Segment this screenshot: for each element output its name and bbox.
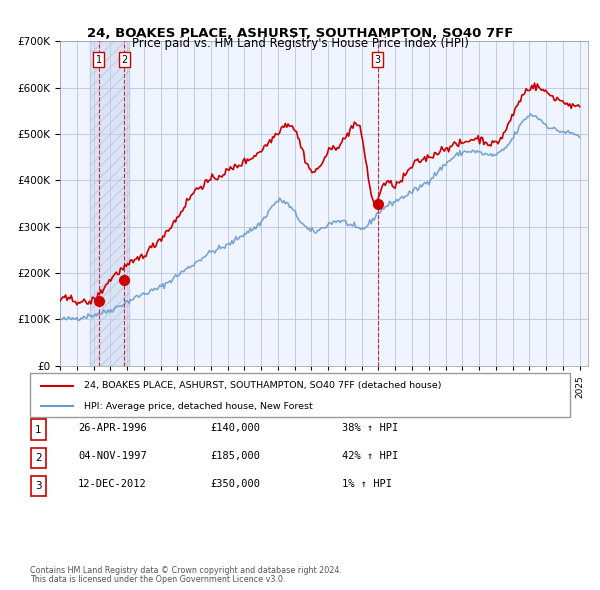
Text: 24, BOAKES PLACE, ASHURST, SOUTHAMPTON, SO40 7FF: 24, BOAKES PLACE, ASHURST, SOUTHAMPTON, … (87, 27, 513, 40)
HPI: Average price, detached house, New Forest: (2e+03, 9.78e+04): Average price, detached house, New Fores… (75, 317, 82, 324)
Text: £185,000: £185,000 (210, 451, 260, 461)
HPI: Average price, detached house, New Forest: (2.01e+03, 3.21e+05): Average price, detached house, New Fores… (260, 214, 268, 221)
Text: 42% ↑ HPI: 42% ↑ HPI (342, 451, 398, 461)
FancyBboxPatch shape (31, 419, 46, 440)
24, BOAKES PLACE, ASHURST, SOUTHAMPTON, SO40 7FF (detached house) (531, 80, 538, 87)
Text: This data is licensed under the Open Government Licence v3.0.: This data is licensed under the Open Gov… (30, 575, 286, 584)
24, BOAKES PLACE, ASHURST, SOUTHAMPTON, SO40 7FF (detached house) (576, 103, 583, 110)
HPI: Average price, detached house, New Forest: (2.01e+03, 3.38e+05): Average price, detached house, New Fores… (266, 206, 274, 213)
HPI: Average price, detached house, New Forest: (2e+03, 1.65e+05): Average price, detached house, New Fores… (148, 286, 155, 293)
24, BOAKES PLACE, ASHURST, SOUTHAMPTON, SO40 7FF (detached house) (510, 112, 517, 119)
Text: 3: 3 (35, 481, 42, 491)
Text: Contains HM Land Registry data © Crown copyright and database right 2024.: Contains HM Land Registry data © Crown c… (30, 566, 342, 575)
HPI: Average price, detached house, New Forest: (2.02e+03, 4.55e+05): Average price, detached house, New Fores… (484, 152, 491, 159)
Text: 3: 3 (374, 55, 381, 65)
Text: 12-DEC-2012: 12-DEC-2012 (78, 480, 147, 489)
Text: 1% ↑ HPI: 1% ↑ HPI (342, 480, 392, 489)
Line: 24, BOAKES PLACE, ASHURST, SOUTHAMPTON, SO40 7FF (detached house): 24, BOAKES PLACE, ASHURST, SOUTHAMPTON, … (60, 83, 580, 305)
24, BOAKES PLACE, ASHURST, SOUTHAMPTON, SO40 7FF (detached house) (437, 148, 444, 155)
24, BOAKES PLACE, ASHURST, SOUTHAMPTON, SO40 7FF (detached house) (484, 142, 491, 149)
24, BOAKES PLACE, ASHURST, SOUTHAMPTON, SO40 7FF (detached house) (56, 297, 64, 304)
FancyBboxPatch shape (31, 476, 46, 496)
FancyBboxPatch shape (31, 448, 46, 468)
Text: Price paid vs. HM Land Registry's House Price Index (HPI): Price paid vs. HM Land Registry's House … (131, 37, 469, 50)
24, BOAKES PLACE, ASHURST, SOUTHAMPTON, SO40 7FF (detached house) (266, 136, 274, 143)
Text: 2: 2 (121, 55, 127, 65)
HPI: Average price, detached house, New Forest: (2.02e+03, 4.93e+05): Average price, detached house, New Fores… (576, 134, 583, 141)
Text: £140,000: £140,000 (210, 423, 260, 432)
Text: 2: 2 (35, 453, 42, 463)
HPI: Average price, detached house, New Forest: (2.02e+03, 4.91e+05): Average price, detached house, New Fores… (510, 135, 517, 142)
24, BOAKES PLACE, ASHURST, SOUTHAMPTON, SO40 7FF (detached house) (148, 244, 155, 251)
24, BOAKES PLACE, ASHURST, SOUTHAMPTON, SO40 7FF (detached house) (260, 142, 268, 149)
HPI: Average price, detached house, New Forest: (2.02e+03, 4.28e+05): Average price, detached house, New Fores… (437, 164, 444, 171)
24, BOAKES PLACE, ASHURST, SOUTHAMPTON, SO40 7FF (detached house) (73, 301, 80, 309)
Text: £350,000: £350,000 (210, 480, 260, 489)
Text: HPI: Average price, detached house, New Forest: HPI: Average price, detached house, New … (84, 402, 313, 411)
Text: 26-APR-1996: 26-APR-1996 (78, 423, 147, 432)
Bar (90, 41, 129, 366)
Bar (90, 41, 129, 366)
Text: 38% ↑ HPI: 38% ↑ HPI (342, 423, 398, 432)
HPI: Average price, detached house, New Forest: (1.99e+03, 1.01e+05): Average price, detached house, New Fores… (56, 315, 64, 322)
Text: 1: 1 (35, 425, 42, 434)
Line: HPI: Average price, detached house, New Forest: HPI: Average price, detached house, New … (60, 114, 580, 320)
Text: 24, BOAKES PLACE, ASHURST, SOUTHAMPTON, SO40 7FF (detached house): 24, BOAKES PLACE, ASHURST, SOUTHAMPTON, … (84, 381, 442, 390)
Text: 1: 1 (96, 55, 102, 65)
FancyBboxPatch shape (30, 373, 570, 417)
HPI: Average price, detached house, New Forest: (2.02e+03, 5.44e+05): Average price, detached house, New Fores… (527, 110, 534, 117)
Text: 04-NOV-1997: 04-NOV-1997 (78, 451, 147, 461)
